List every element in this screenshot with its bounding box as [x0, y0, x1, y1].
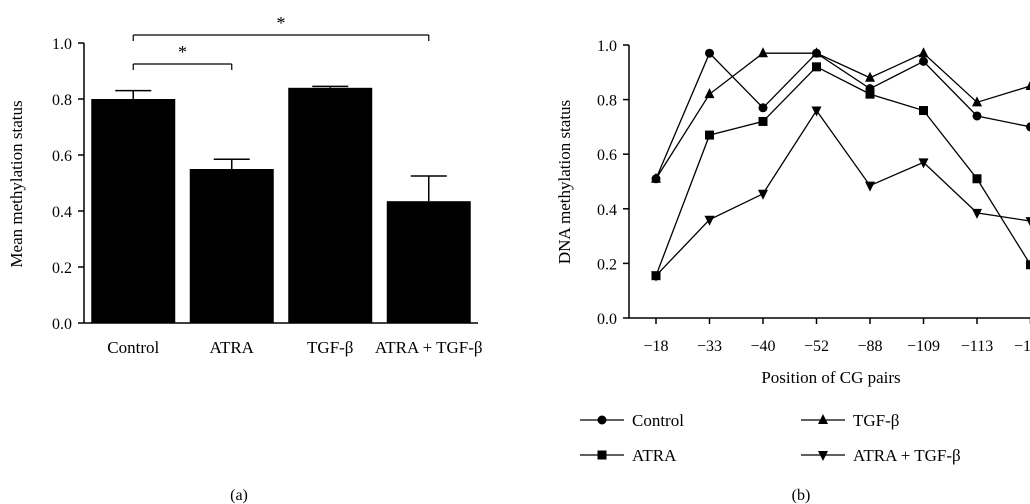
- point-tgf: [1025, 80, 1030, 90]
- panel-a-y-tick-label: 1.0: [52, 36, 72, 53]
- point-atra-tgf: [758, 189, 768, 200]
- point-tgf: [972, 96, 982, 107]
- point-atra: [1026, 260, 1030, 270]
- point-atra-tgf: [811, 106, 822, 117]
- legend-label-control: Control: [632, 411, 684, 430]
- panel-b-x-tick-label: −109: [907, 338, 940, 355]
- panel-b-series-markers: [651, 47, 1030, 282]
- series-line-atra-tgf: [655, 109, 1030, 277]
- point-atra-tgf: [1025, 217, 1030, 227]
- panel-b-legend: Control ATRA TGF-β ATRA + TGF-β: [580, 411, 961, 465]
- significance-label: *: [178, 42, 187, 62]
- panel-a-y-tick-label: 0.8: [52, 92, 72, 109]
- panel-a-caption: (a): [230, 487, 248, 504]
- bar-control: [91, 99, 176, 323]
- panel-b-y-tick-label: 0.0: [597, 311, 617, 328]
- x-tick-label-tgf: TGF-β: [307, 338, 353, 357]
- point-atra: [705, 130, 714, 140]
- point-atra-tgf: [972, 208, 982, 219]
- significance-label: *: [277, 13, 286, 33]
- legend-marker-atra: [597, 450, 607, 460]
- panel-a-y-tick-label: 0.4: [52, 204, 72, 221]
- bar-tgf: [288, 87, 373, 323]
- point-tgf: [918, 47, 929, 58]
- point-control: [758, 103, 768, 113]
- point-tgf: [811, 47, 822, 58]
- point-atra-tgf: [704, 215, 715, 226]
- panel-a-y-axis-label: Mean methylation status: [7, 100, 26, 267]
- panel-a-y-tick-label: 0.2: [52, 260, 72, 277]
- point-atra-tgf: [865, 181, 875, 192]
- legend-label-tgf: TGF-β: [853, 411, 899, 430]
- legend-label-atra: ATRA: [632, 446, 677, 465]
- point-atra: [919, 106, 928, 116]
- point-atra: [812, 62, 821, 72]
- panel-b-y-axis-label: DNA methylation status: [555, 100, 574, 264]
- series-line-tgf: [655, 52, 1030, 180]
- panel-a-y-tick-label: 0.6: [52, 148, 72, 165]
- panel-a-y-tick-labels: 0.0 0.2 0.4 0.6 0.8 1.0: [52, 36, 72, 333]
- panel-b-y-tick-label: 0.2: [597, 256, 617, 273]
- panel-b-x-tick-label: −88: [857, 338, 882, 355]
- point-tgf: [865, 71, 875, 82]
- panel-b-x-tick-labels: −18 −33 −40 −52 −88 −109 −113 −139: [643, 338, 1030, 355]
- panel-b-x-tick-label: −33: [697, 338, 722, 355]
- legend-marker-tgf: [818, 414, 828, 424]
- panel-a-bar-chart: Control ATRA TGF-β ATRA + TGF-β 0.00.20.40.…: [7, 13, 483, 504]
- point-atra: [865, 89, 875, 99]
- panel-a-significance-brackets: **: [132, 13, 430, 70]
- point-control: [972, 111, 982, 121]
- legend-marker-control: [597, 415, 607, 425]
- panel-b-y-tick-labels: 0.0 0.2 0.4 0.6 0.8 1.0: [597, 38, 617, 328]
- point-atra-tgf: [918, 158, 929, 169]
- legend-label-atra-tgf: ATRA + TGF-β: [853, 446, 961, 465]
- x-tick-label-atra-tgf: ATRA + TGF-β: [375, 338, 483, 357]
- panel-b-y-tick-label: 0.4: [597, 202, 617, 219]
- panel-a-y-tick-label: 0.0: [52, 316, 72, 333]
- series-line-control: [655, 52, 1030, 180]
- point-atra: [758, 116, 768, 126]
- series-line-atra: [655, 66, 1030, 276]
- x-tick-label-atra: ATRA: [210, 338, 255, 357]
- panel-b-x-tick-label: −40: [750, 338, 775, 355]
- point-tgf: [758, 47, 768, 58]
- point-control: [919, 56, 928, 66]
- panel-b-y-tick-label: 0.6: [597, 147, 617, 164]
- bar-atra-tgf: [386, 201, 471, 323]
- point-tgf: [651, 172, 661, 183]
- panel-b-y-tick-label: 1.0: [597, 38, 617, 55]
- panel-b-x-axis-label: Position of CG pairs: [761, 368, 900, 387]
- panel-b-line-chart: −18 −33 −40 −52 −88 −109 −113 −139 0.0 0.2 0.4 0.6…: [555, 38, 1030, 504]
- panel-b-caption: (b): [792, 487, 811, 504]
- panel-b-x-tick-label: −139: [1014, 338, 1030, 355]
- point-tgf: [704, 88, 715, 99]
- bar-atra: [189, 169, 274, 323]
- panel-b-series-lines: [655, 52, 1030, 277]
- panel-b-x-tick-label: −113: [961, 338, 993, 355]
- panel-b-axes: [623, 44, 1030, 324]
- point-atra-tgf: [651, 271, 661, 282]
- x-tick-label-control: Control: [107, 338, 159, 357]
- panel-b-x-tick-label: −18: [643, 338, 668, 355]
- point-control: [1026, 122, 1030, 132]
- panel-a-x-tick-labels: Control ATRA TGF-β ATRA + TGF-β: [107, 338, 482, 357]
- panel-b-x-tick-label: −52: [804, 338, 829, 355]
- panel-b-y-tick-label: 0.8: [597, 93, 617, 110]
- legend-marker-atra-tgf: [818, 451, 828, 461]
- panel-a-bars: [91, 85, 471, 323]
- point-atra: [972, 174, 982, 184]
- point-control: [705, 48, 714, 58]
